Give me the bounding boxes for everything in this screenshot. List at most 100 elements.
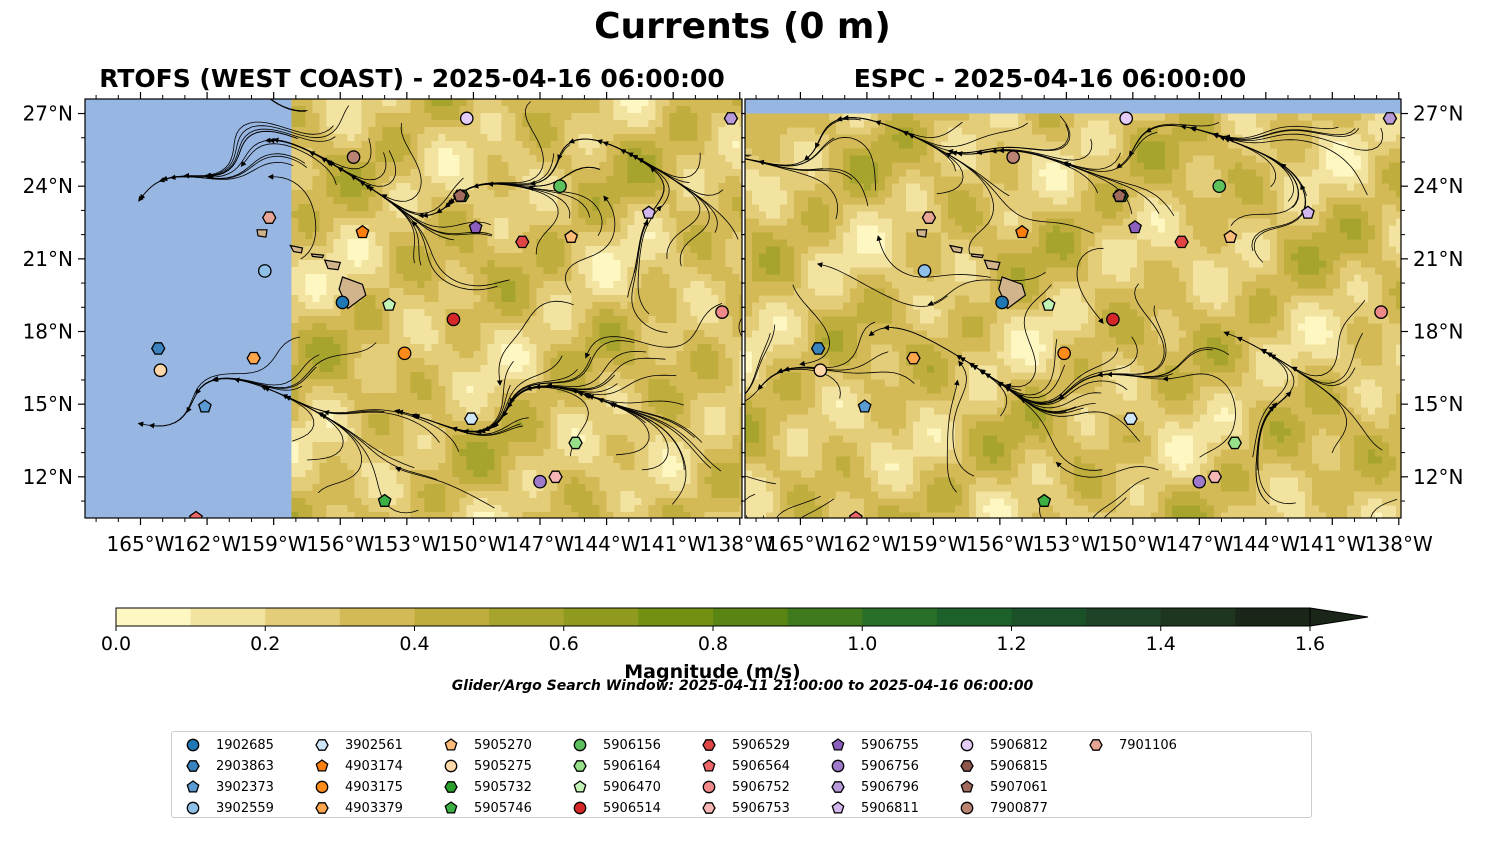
platform-5906752 <box>1374 305 1388 319</box>
legend-label: 5905270 <box>474 737 532 753</box>
legend-marker-icon <box>315 759 329 772</box>
legend-label: 1902685 <box>216 737 274 753</box>
legend-marker-icon <box>444 759 458 773</box>
legend-entry: 5905732 <box>444 778 532 796</box>
legend-label: 5906564 <box>732 758 790 774</box>
legend-marker <box>702 739 716 751</box>
legend-label: 5906755 <box>861 737 919 753</box>
legend-entry: 5906811 <box>831 799 919 817</box>
legend-marker-icon <box>960 738 974 752</box>
current-magnitude-field <box>291 99 742 518</box>
platform-4903174 <box>355 224 370 239</box>
legend-marker-icon <box>831 801 845 814</box>
platform-5907061 <box>1112 188 1127 202</box>
platform-markers <box>150 111 739 518</box>
legend-label: 7900877 <box>990 800 1048 816</box>
legend-marker-icon <box>573 760 587 772</box>
legend-marker-icon <box>831 759 845 773</box>
legend-entry: 7900877 <box>960 799 1048 817</box>
legend-label: 5906815 <box>990 758 1048 774</box>
legend-label: 3902373 <box>216 779 274 795</box>
legend-marker-icon <box>831 781 845 793</box>
legend-entry: 4903379 <box>315 799 403 817</box>
platform-5906164 <box>568 436 583 450</box>
platform-2903863 <box>810 342 826 355</box>
colorbar-tick-label: 0.0 <box>101 633 131 655</box>
legend-entry: 1902685 <box>186 736 274 754</box>
x-tick-label: 162°W <box>173 532 241 556</box>
legend-entry: 5906753 <box>702 799 790 817</box>
map-panel-espc: 165°W162°W159°W156°W153°W150°W147°W144°W… <box>741 92 1463 556</box>
x-tick-label: 141°W <box>639 532 707 556</box>
platform-legend: 1902685 2903863 3902373 3902559 3902561 49031… <box>171 731 1312 818</box>
search-window-caption: Glider/Argo Search Window: 2025-04-11 21… <box>451 678 1034 694</box>
legend-entry: 5905270 <box>444 736 532 754</box>
colorbar-extend-arrow <box>1309 607 1369 627</box>
colorbar-tick-label: 0.8 <box>698 633 728 655</box>
legend-entry: 3902559 <box>186 799 274 817</box>
legend-label: 5905275 <box>474 758 532 774</box>
legend-marker <box>315 780 329 794</box>
legend-marker-icon <box>702 739 716 751</box>
platform-5906811 <box>1300 205 1315 219</box>
legend-label: 5906752 <box>732 779 790 795</box>
legend-entry: 7901106 <box>1089 736 1177 754</box>
platform-5906753 <box>1207 470 1223 484</box>
x-tick-label: 138°W <box>1365 532 1433 556</box>
legend-marker <box>315 739 329 751</box>
platform-3902561 <box>1123 412 1138 425</box>
legend-entry: 5906752 <box>702 778 790 796</box>
platform-5905270 <box>564 229 579 243</box>
x-tick-label: 147°W <box>506 532 574 556</box>
platform-markers <box>810 111 1398 518</box>
platform-5905275 <box>153 363 168 378</box>
platform-5907061 <box>453 188 468 202</box>
legend-label: 5905746 <box>474 800 532 816</box>
map-frame <box>744 98 1402 519</box>
legend-marker-icon <box>315 780 329 794</box>
colorbar-tick-label: 1.4 <box>1146 633 1176 655</box>
y-tick-label: 15°N <box>1413 392 1463 416</box>
y-tick-label: 18°N <box>1413 320 1463 344</box>
legend-marker-icon <box>186 738 200 752</box>
platform-2903863 <box>150 342 166 355</box>
platform-5906796 <box>723 112 739 125</box>
legend-marker <box>960 780 974 793</box>
legend-entry: 5906812 <box>960 736 1048 754</box>
platform-7900877 <box>346 150 361 164</box>
legend-marker-icon <box>702 802 716 814</box>
colorbar-tick-label: 0.2 <box>250 633 280 655</box>
colorbar-tick-label: 0.6 <box>549 633 579 655</box>
legend-label: 5907061 <box>990 779 1048 795</box>
panel-title-rtofs: RTOFS (WEST COAST) - 2025-04-16 06:00:00 <box>99 64 725 93</box>
legend-marker <box>960 738 974 752</box>
legend-marker-icon <box>186 760 200 772</box>
legend-entry: 3902373 <box>186 778 274 796</box>
legend-marker-icon <box>444 738 458 751</box>
legend-label: 5906753 <box>732 800 790 816</box>
platform-3902559 <box>257 264 272 278</box>
platform-4903175 <box>1057 346 1071 361</box>
x-tick-label: 162°W <box>833 532 901 556</box>
legend-marker-icon <box>444 801 458 814</box>
legend-marker <box>186 738 200 752</box>
legend-entry: 5906470 <box>573 778 661 796</box>
platform-5906812 <box>459 111 474 126</box>
platform-5906514 <box>1106 312 1120 327</box>
legend-marker-icon <box>831 738 845 751</box>
hawaii-land <box>916 229 1027 310</box>
legend-label: 5906156 <box>603 737 661 753</box>
legend-label: 5906812 <box>990 737 1048 753</box>
legend-marker <box>444 759 458 773</box>
platform-5906529 <box>1174 235 1189 249</box>
legend-entry: 5905275 <box>444 757 532 775</box>
platform-5905746 <box>377 493 392 507</box>
y-tick-label: 15°N <box>23 392 73 416</box>
x-tick-label: 150°W <box>1099 532 1167 556</box>
streamlines <box>137 99 742 514</box>
legend-marker-icon <box>315 739 329 751</box>
legend-marker-icon <box>315 802 329 814</box>
y-tick-label: 21°N <box>23 247 73 271</box>
platform-5906156 <box>1212 179 1227 194</box>
y-tick-label: 27°N <box>1413 102 1463 126</box>
